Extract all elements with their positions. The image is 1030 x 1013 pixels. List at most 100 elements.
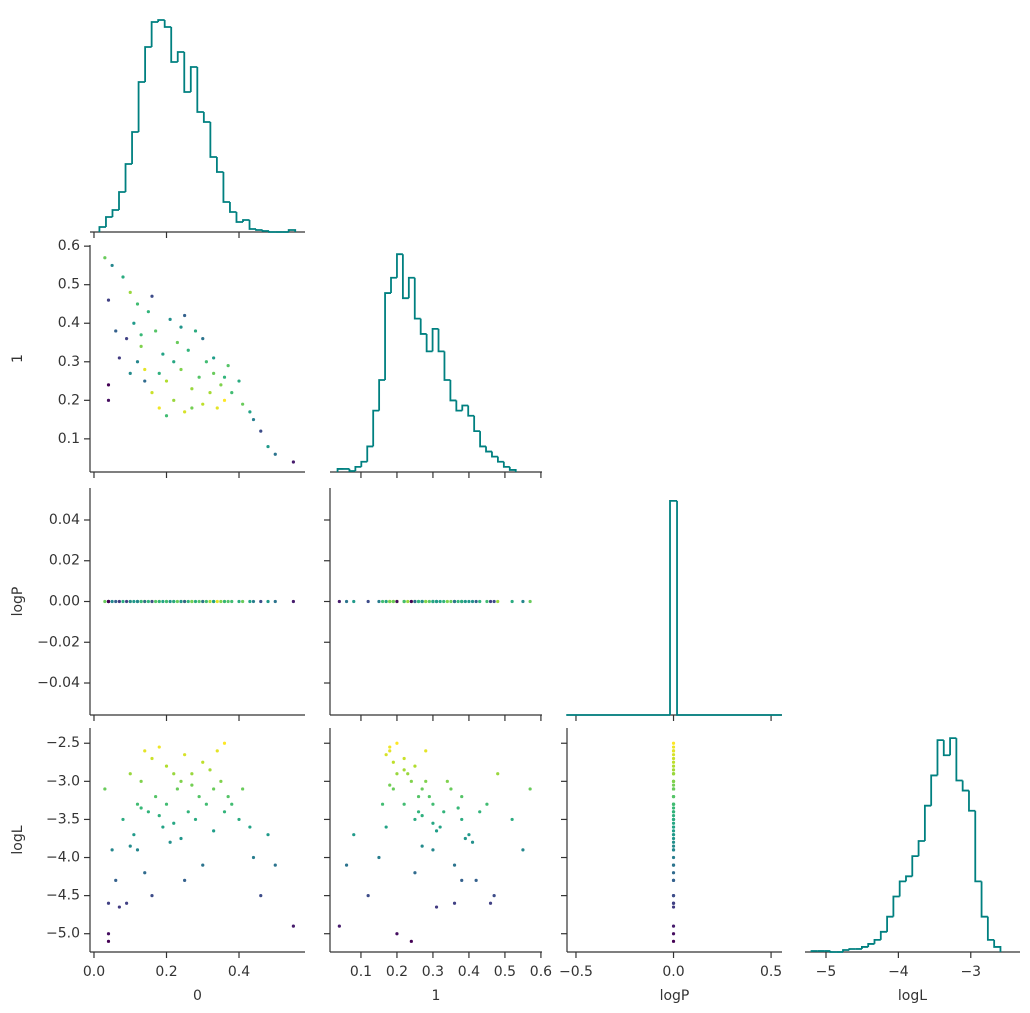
scatter-point — [241, 599, 245, 604]
x-tick-label: −0.5 — [559, 964, 593, 980]
scatter-point — [510, 599, 514, 604]
scatter-point — [251, 417, 256, 422]
scatter-point — [671, 863, 676, 867]
scatter-point — [671, 833, 676, 837]
scatter-point — [201, 337, 205, 341]
y-tick-label: 0.4 — [58, 315, 80, 331]
scatter-point — [460, 878, 464, 882]
scatter-point — [671, 768, 676, 772]
scatter-point — [146, 310, 150, 314]
scatter-point — [456, 806, 460, 810]
scatter-point — [248, 825, 252, 829]
scatter-point — [460, 599, 464, 604]
scatter-point — [402, 802, 406, 806]
scatter-point — [671, 939, 676, 943]
scatter-point — [106, 383, 111, 387]
scatter-point — [168, 317, 172, 321]
scatter-point — [424, 749, 428, 753]
scatter-point — [150, 894, 154, 898]
scatter-point — [157, 406, 161, 410]
y-tick-label: −5.0 — [46, 926, 80, 942]
histogram-bin — [372, 409, 380, 447]
scatter-point — [212, 599, 216, 604]
scatter-point — [212, 371, 216, 375]
histogram-bin — [669, 499, 678, 715]
scatter-point — [132, 833, 136, 837]
scatter-point — [204, 360, 208, 364]
scatter-point — [219, 779, 223, 783]
scatter-point — [179, 325, 183, 329]
scatter-point — [201, 863, 205, 867]
scatter-point — [388, 749, 392, 753]
scatter-point — [344, 863, 349, 867]
scatter-point — [164, 414, 169, 418]
scatter-point — [215, 406, 219, 410]
histogram-bin — [163, 20, 172, 28]
scatter-point — [186, 599, 190, 604]
histogram-bin — [461, 404, 469, 411]
scatter-point — [248, 410, 252, 414]
scatter-point — [671, 741, 676, 745]
scatter-point — [266, 599, 270, 604]
y-tick-label: −0.04 — [37, 675, 80, 691]
scatter-point — [467, 599, 471, 604]
scatter-point — [291, 924, 295, 928]
histogram-bin — [968, 790, 976, 812]
scatter-point — [452, 863, 457, 867]
scatter-point — [226, 364, 230, 368]
scatter-point — [114, 329, 118, 333]
histogram-bin — [407, 276, 415, 299]
histogram-bin — [497, 456, 504, 463]
histogram-bin — [898, 880, 906, 897]
scatter-point — [442, 810, 446, 814]
scatter-point — [463, 836, 467, 841]
scatter-point — [212, 829, 216, 833]
scatter-point — [103, 787, 107, 791]
scatter-point — [179, 367, 183, 372]
scatter-point — [143, 367, 147, 372]
scatter-point — [406, 772, 410, 776]
scatter-point — [222, 741, 227, 745]
scatter-point — [106, 901, 111, 905]
x-tick-label: 0.6 — [530, 964, 552, 980]
scatter-point — [175, 787, 179, 791]
scatter-point — [406, 599, 410, 604]
scatter-point — [193, 599, 198, 604]
histogram-bin — [183, 52, 191, 93]
histogram-bin — [867, 943, 875, 947]
histogram-bin — [105, 216, 113, 227]
scatter-point — [521, 848, 525, 852]
histogram-bin — [209, 122, 217, 158]
histogram-bin — [378, 379, 386, 411]
histogram-bin — [848, 948, 856, 950]
histogram-bin — [124, 163, 133, 192]
scatter-point — [496, 772, 500, 776]
scatter-point — [164, 802, 169, 806]
histogram-bin — [949, 737, 957, 756]
histogram-bin — [911, 855, 919, 877]
scatter-point — [496, 599, 500, 604]
scatter-point — [420, 844, 424, 848]
scatter-point — [172, 772, 176, 776]
histogram-bin — [248, 220, 257, 230]
scatter-point — [431, 599, 435, 604]
scatter-point — [157, 371, 161, 375]
scatter-point — [197, 599, 201, 604]
scatter-point — [366, 599, 370, 604]
histogram-bin — [502, 461, 510, 468]
scatter-point — [175, 599, 179, 604]
scatter-point — [128, 844, 132, 848]
scatter-point — [128, 599, 132, 604]
scatter-point — [219, 599, 223, 604]
histogram-bin — [336, 468, 344, 472]
scatter-point — [103, 256, 107, 260]
y-tick-label: −4.0 — [46, 850, 80, 866]
scatter-point — [420, 599, 424, 604]
scatter-point — [488, 901, 493, 905]
scatter-point — [183, 313, 187, 318]
x-tick-label: 0.5 — [494, 964, 516, 980]
scatter-point — [103, 599, 107, 604]
scatter-point — [248, 599, 252, 604]
histogram-bin — [892, 895, 900, 917]
histogram-bin — [98, 226, 106, 232]
